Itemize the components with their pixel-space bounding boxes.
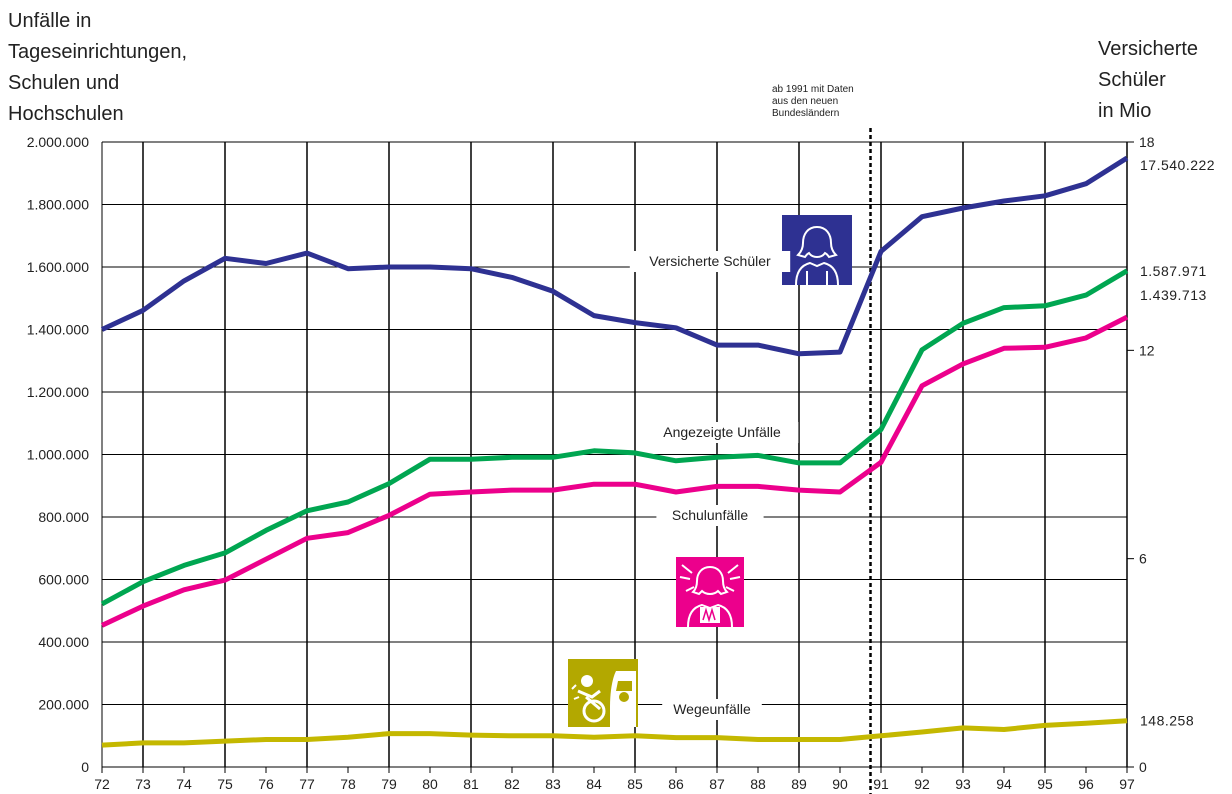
y-tick-label: 1.400.000: [27, 322, 89, 338]
x-tick-label: 76: [258, 776, 274, 792]
series-name-label: Wegeunfälle: [673, 701, 751, 717]
x-tick-label: 74: [176, 776, 192, 792]
x-tick-label: 73: [135, 776, 151, 792]
left-axis-title-line: Hochschulen: [8, 103, 124, 125]
right-axis-title-line: in Mio: [1098, 100, 1152, 122]
x-tick-label: 83: [545, 776, 561, 792]
y-tick-label: 0: [81, 759, 89, 775]
x-tick-label: 81: [463, 776, 479, 792]
y2-tick-label: 0: [1139, 759, 1147, 775]
x-tick-label: 85: [627, 776, 643, 792]
x-tick-label: 88: [750, 776, 766, 792]
student-icon: [782, 215, 852, 286]
divider-note-line: ab 1991 mit Daten: [772, 84, 854, 95]
traffic-accident-icon: [568, 659, 638, 727]
y-tick-label: 1.200.000: [27, 384, 89, 400]
x-tick-label: 75: [217, 776, 233, 792]
x-tick-label: 72: [94, 776, 110, 792]
series-end-label: 1.439.713: [1140, 287, 1207, 303]
divider-note-line: Bundesländern: [772, 108, 840, 119]
series-name-label: Angezeigte Unfälle: [663, 424, 781, 440]
x-tick-label: 95: [1037, 776, 1053, 792]
series-lines: [100, 155, 1129, 748]
series-label-bg: [662, 699, 762, 720]
right-axis-title: Versicherte Schüler in Mio: [1098, 34, 1198, 127]
x-tick-label: 97: [1119, 776, 1135, 792]
y-tick-label: 2.000.000: [27, 134, 89, 150]
series-labels: Versicherte Schüler 17.540.222 Angezeigte …: [629, 157, 1215, 729]
right-axis-title-line: Versicherte: [1098, 38, 1199, 60]
x-tick-label: 82: [504, 776, 520, 792]
series-end-label: 148.258: [1140, 713, 1194, 729]
x-tick-label: 86: [668, 776, 684, 792]
x-tick-label: 91: [873, 776, 889, 792]
series-label-bg: [656, 505, 764, 526]
x-tick-label: 84: [586, 776, 602, 792]
divider-note: ab 1991 mit Daten aus den neuen Bundeslä…: [772, 84, 854, 120]
series-label-bg: [629, 251, 791, 272]
x-tick-label: 92: [914, 776, 930, 792]
left-axis-title: Unfälle in Tageseinrichtungen, Schulen u…: [8, 6, 187, 130]
axes: 0 200.000 400.000 600.000 800.000 1.000.000 1.…: [27, 134, 1155, 792]
y2-tick-label: 12: [1139, 342, 1155, 358]
left-axis-title-line: Unfälle in: [8, 10, 92, 32]
series-label-bg: [645, 422, 799, 443]
x-tick-label: 94: [996, 776, 1012, 792]
right-axis-title-line: Schüler: [1098, 69, 1166, 91]
y-tick-label: 200.000: [38, 697, 89, 713]
injured-student-icon: [676, 557, 744, 628]
series-name-label: Schulunfälle: [672, 507, 748, 523]
x-tick-label: 89: [791, 776, 807, 792]
y-tick-label: 800.000: [38, 509, 89, 525]
series-end-label: 1.587.971: [1140, 263, 1207, 279]
x-tick-label: 90: [832, 776, 848, 792]
x-tick-label: 77: [299, 776, 315, 792]
series-line: [101, 718, 1128, 748]
y2-tick-label: 18: [1139, 134, 1155, 150]
y-tick-label: 1.000.000: [27, 447, 89, 463]
left-axis-title-line: Schulen und: [8, 72, 120, 94]
x-tick-label: 78: [340, 776, 356, 792]
x-tick-label: 96: [1078, 776, 1094, 792]
series-line: [100, 268, 1129, 607]
left-axis-title-line: Tageseinrichtungen,: [8, 41, 188, 63]
x-tick-label: 87: [709, 776, 725, 792]
y-tick-label: 1.800.000: [27, 197, 89, 213]
x-tick-label: 79: [381, 776, 397, 792]
y-tick-label: 600.000: [38, 572, 89, 588]
x-tick-label: 93: [955, 776, 971, 792]
y2-tick-label: 6: [1139, 551, 1147, 567]
series-name-label: Versicherte Schüler: [649, 253, 771, 269]
series-line: [100, 155, 1129, 357]
divider-note-line: aus den neuen: [772, 96, 839, 107]
y-tick-label: 1.600.000: [27, 259, 89, 275]
series-end-label: 17.540.222: [1140, 157, 1215, 173]
y-tick-label: 400.000: [38, 634, 89, 650]
x-tick-label: 80: [422, 776, 438, 792]
icons: [568, 215, 852, 727]
series-line: [100, 314, 1129, 628]
